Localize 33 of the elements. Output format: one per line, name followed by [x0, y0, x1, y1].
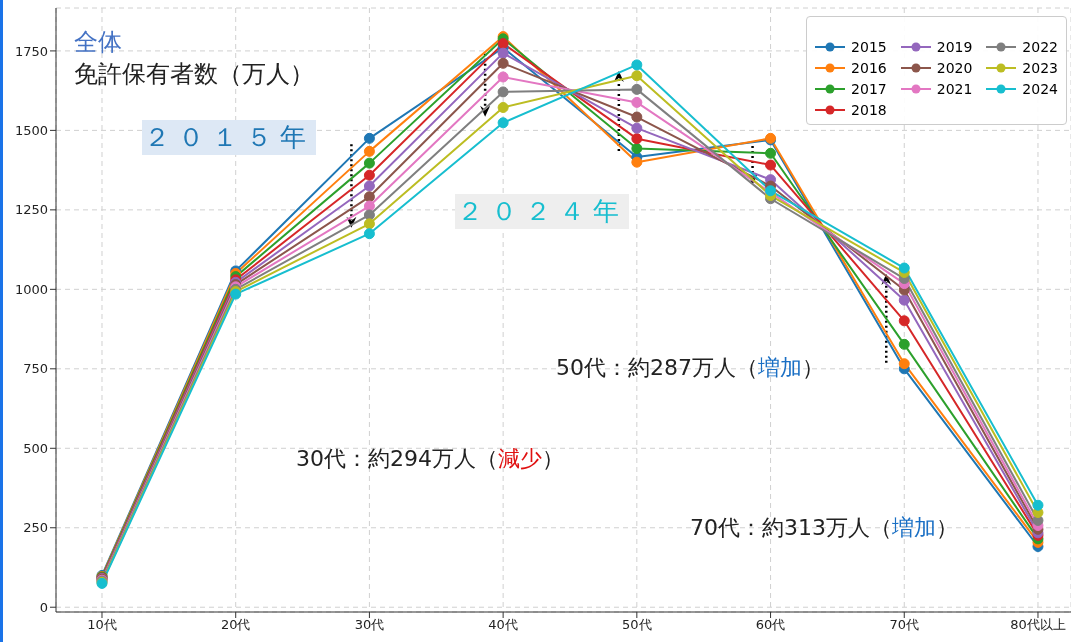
legend-label: 2019: [936, 39, 973, 55]
legend-label: 2018: [851, 102, 887, 118]
text: 免許保有者数（万人）: [74, 59, 314, 90]
x-tick-label: 80代以上: [1010, 617, 1066, 633]
x-tick-label: 70代: [889, 617, 920, 633]
y-tick-label: 750: [23, 361, 48, 377]
x-tick-label: 30代: [354, 617, 385, 633]
legend-label: 2020: [936, 60, 973, 76]
annotation: ２０２４年: [455, 194, 629, 229]
y-tick-label: 0: [39, 599, 48, 615]
legend-label: 2017: [851, 81, 887, 97]
legend-label: 2024: [1022, 81, 1058, 97]
annotation: 50代：約287万人（増加）: [556, 355, 824, 380]
legend-label: 2021: [936, 81, 973, 97]
legend-label: 2015: [851, 39, 887, 55]
y-tick-label: 1750: [14, 43, 48, 59]
text: 全体: [74, 27, 123, 58]
legend-label: 2022: [1022, 39, 1058, 55]
x-tick-label: 50代: [622, 617, 652, 633]
y-tick-label: 1250: [14, 202, 48, 218]
y-tick-label: 1500: [14, 123, 48, 138]
annotation: 70代：約313万人（増加）: [690, 515, 958, 540]
x-tick-label: 10代: [87, 617, 117, 633]
legend-label: 2016: [851, 60, 887, 76]
x-tick-label: 20代: [220, 617, 251, 633]
annotation: 30代：約294万人（減少）: [296, 446, 564, 471]
annotation: ２０１５年: [142, 120, 316, 155]
y-tick-label: 1000: [14, 281, 48, 297]
y-tick-label: 500: [23, 440, 48, 456]
legend-label: 2023: [1022, 60, 1058, 76]
y-tick-label: 250: [23, 520, 48, 536]
x-tick-label: 40代: [488, 617, 518, 633]
x-tick-label: 60代: [755, 617, 786, 633]
